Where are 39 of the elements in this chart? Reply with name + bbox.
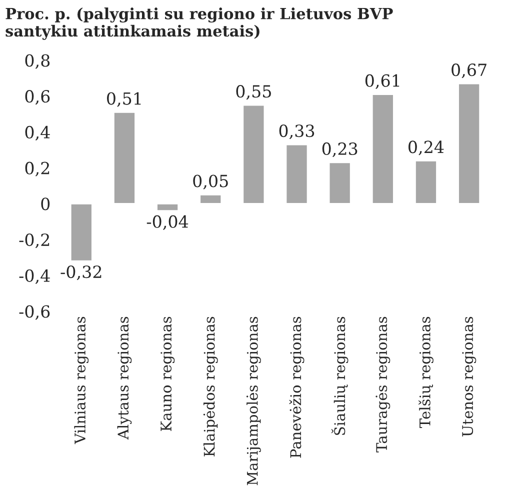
x-tick-label: Klaipėdos regionas bbox=[203, 316, 218, 456]
bar bbox=[113, 112, 136, 204]
x-tick-label: Alytaus regionas bbox=[117, 316, 132, 440]
bar bbox=[70, 202, 93, 262]
bar bbox=[371, 94, 394, 204]
data-label: 0,05 bbox=[193, 174, 228, 190]
x-tick-label: Kauno regionas bbox=[160, 316, 175, 432]
y-tick-label: 0 bbox=[41, 198, 50, 210]
y-tick-label: 0,2 bbox=[25, 162, 50, 176]
y-tick-label: -0,2 bbox=[19, 233, 50, 248]
bar bbox=[414, 160, 438, 204]
bar bbox=[328, 162, 352, 204]
y-tick-label: -0,6 bbox=[19, 305, 50, 320]
x-tick-label: Tauragės regionas bbox=[376, 316, 390, 452]
data-label: 0,23 bbox=[322, 142, 358, 158]
x-tick-label: Telšių regionas bbox=[418, 316, 434, 428]
y-tick-label: 0,8 bbox=[25, 54, 50, 69]
data-label: 0,33 bbox=[279, 124, 314, 140]
data-label: 0,51 bbox=[107, 92, 141, 107]
y-tick-label: -0,4 bbox=[19, 269, 50, 284]
data-label: -0,04 bbox=[146, 215, 188, 230]
y-tick-label: 0,6 bbox=[25, 90, 50, 105]
data-label: 0,67 bbox=[452, 64, 486, 78]
y-tick-label: 0,4 bbox=[25, 126, 50, 141]
x-tick-label: Vilniaus regionas bbox=[74, 316, 89, 444]
bar bbox=[199, 194, 222, 204]
data-label: 0,24 bbox=[408, 140, 444, 156]
x-tick-label: Utenos regionas bbox=[462, 316, 476, 436]
data-label: -0,32 bbox=[60, 266, 102, 280]
data-label: 0,55 bbox=[236, 85, 271, 100]
bar bbox=[242, 104, 266, 204]
bar bbox=[156, 202, 180, 212]
data-label: 0,61 bbox=[365, 74, 400, 89]
x-tick-label: Panevėžio regionas bbox=[289, 316, 304, 458]
bar bbox=[458, 82, 481, 204]
chart-title: Proc. p. (palyginti su regiono ir Lietuvos BVP santykiu atitinkamais metais) bbox=[6, 8, 393, 40]
x-tick-label: Šiaulių regionas bbox=[331, 316, 348, 435]
x-tick-label: Marijampolės regionas bbox=[246, 316, 261, 486]
bar bbox=[285, 144, 308, 204]
